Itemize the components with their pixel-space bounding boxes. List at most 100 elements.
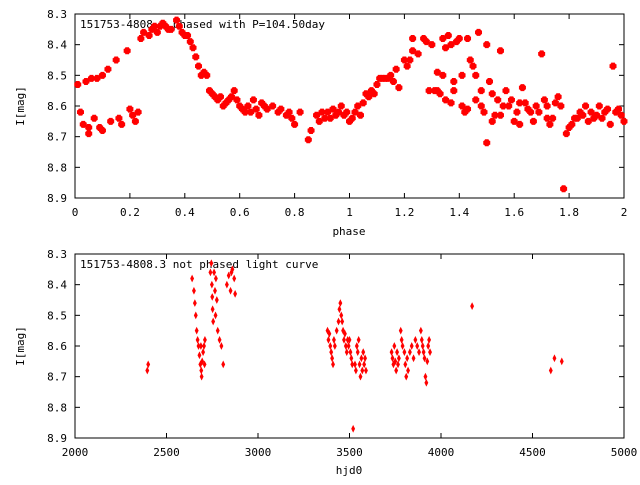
- unphased-x-tick-label: 3000: [245, 446, 272, 459]
- phased-data-point: [609, 62, 617, 70]
- unphased-data-point: [212, 268, 217, 277]
- unphased-x-tick-label: 4000: [428, 446, 455, 459]
- phased-data-point: [532, 102, 540, 110]
- phased-data-point: [337, 102, 345, 110]
- unphased-data-points: [145, 259, 564, 433]
- phased-data-point: [606, 120, 614, 128]
- phased-data-point: [123, 47, 131, 55]
- phased-data-point: [475, 28, 483, 36]
- phased-data-point: [74, 81, 82, 89]
- phased-light-curve-panel: 151753-4808.3 phased with P=104.50day ph…: [14, 8, 628, 238]
- unphased-data-point: [362, 360, 367, 369]
- phased-data-point: [488, 90, 496, 98]
- phased-data-point: [153, 28, 161, 36]
- unphased-data-point: [230, 265, 235, 274]
- phased-data-point: [406, 56, 414, 64]
- unphased-data-point: [332, 342, 337, 350]
- phased-data-point: [442, 44, 450, 52]
- unphased-data-point: [394, 366, 399, 375]
- unphased-data-point: [415, 342, 420, 350]
- phased-data-point: [134, 108, 142, 116]
- phased-x-tick-label: 1.6: [504, 206, 524, 219]
- unphased-y-tick-label: 8.6: [47, 340, 67, 353]
- unphased-data-point: [195, 335, 200, 344]
- phased-data-point: [244, 102, 252, 110]
- phased-y-tick-label: 8.7: [47, 131, 67, 144]
- unphased-data-point: [214, 296, 219, 304]
- unphased-data-point: [340, 317, 345, 326]
- unphased-data-point: [346, 342, 351, 350]
- phased-data-point: [595, 102, 603, 110]
- phased-data-point: [494, 96, 502, 104]
- unphased-data-point: [349, 354, 354, 363]
- unphased-data-point: [329, 348, 334, 357]
- phased-data-point: [118, 120, 126, 128]
- unphased-data-point: [213, 274, 218, 283]
- phased-data-point: [222, 99, 230, 107]
- phased-data-point: [90, 114, 98, 122]
- phased-data-point: [565, 123, 573, 131]
- unphased-data-point: [217, 335, 222, 344]
- unphased-data-point: [355, 348, 360, 357]
- phased-data-point: [518, 84, 526, 92]
- unphased-x-axis-label: hjd0: [336, 464, 363, 477]
- unphased-data-point: [552, 354, 557, 363]
- phased-y-tick-label: 8.9: [47, 192, 67, 205]
- unphased-x-tick-label: 2500: [153, 446, 180, 459]
- phased-data-point: [403, 62, 411, 70]
- phased-data-point: [216, 93, 224, 101]
- phased-x-tick-label: 1.8: [559, 206, 579, 219]
- phased-data-point: [472, 71, 480, 79]
- unphased-data-point: [343, 342, 348, 350]
- phased-data-point: [496, 47, 504, 55]
- phased-data-point: [601, 108, 609, 116]
- unphased-data-point: [199, 366, 204, 375]
- phased-data-point: [615, 105, 623, 113]
- unphased-data-point: [344, 348, 349, 357]
- unphased-data-point: [193, 311, 198, 320]
- unphased-data-point: [405, 354, 410, 363]
- unphased-data-point: [336, 317, 341, 326]
- phased-x-tick-label: 0: [72, 206, 79, 219]
- unphased-data-point: [342, 329, 347, 338]
- unphased-data-point: [228, 286, 233, 295]
- unphased-data-point: [406, 366, 410, 375]
- unphased-data-point: [209, 259, 214, 268]
- phased-data-point: [82, 77, 90, 85]
- phased-x-tick-label: 1.2: [394, 206, 414, 219]
- phased-data-point: [480, 108, 488, 116]
- phased-data-point: [527, 108, 535, 116]
- unphased-data-point: [548, 366, 553, 375]
- unphased-data-point: [330, 354, 335, 363]
- phased-data-point: [192, 53, 200, 61]
- phased-data-point: [521, 99, 529, 107]
- phased-y-tick-label: 8.3: [47, 8, 67, 21]
- unphased-data-point: [393, 357, 398, 366]
- phased-data-point: [477, 87, 485, 95]
- phased-data-point: [184, 31, 192, 39]
- phased-data-point: [98, 127, 106, 135]
- phased-data-point: [252, 105, 260, 113]
- unphased-y-tick-label: 8.9: [47, 432, 67, 445]
- unphased-data-point: [347, 335, 352, 344]
- phased-x-axis-label: phase: [332, 225, 365, 238]
- unphased-data-point: [200, 357, 205, 366]
- phased-data-point: [604, 105, 612, 113]
- phased-data-point: [115, 114, 123, 122]
- phased-data-point: [505, 102, 513, 110]
- unphased-data-point: [418, 326, 423, 335]
- unphased-data-point: [413, 335, 418, 344]
- unphased-data-point: [332, 335, 336, 344]
- unphased-data-point: [400, 342, 405, 350]
- phased-data-point: [488, 117, 496, 125]
- phased-data-point: [450, 87, 458, 95]
- phased-data-point: [304, 136, 312, 144]
- unphased-data-point: [409, 342, 414, 350]
- phased-data-point: [598, 114, 606, 122]
- phased-x-tick-label: 0.2: [120, 206, 140, 219]
- phased-data-point: [560, 185, 568, 193]
- phased-data-point: [444, 31, 452, 39]
- phased-data-point: [249, 96, 257, 104]
- phased-data-point: [359, 99, 367, 107]
- phased-data-point: [370, 90, 378, 98]
